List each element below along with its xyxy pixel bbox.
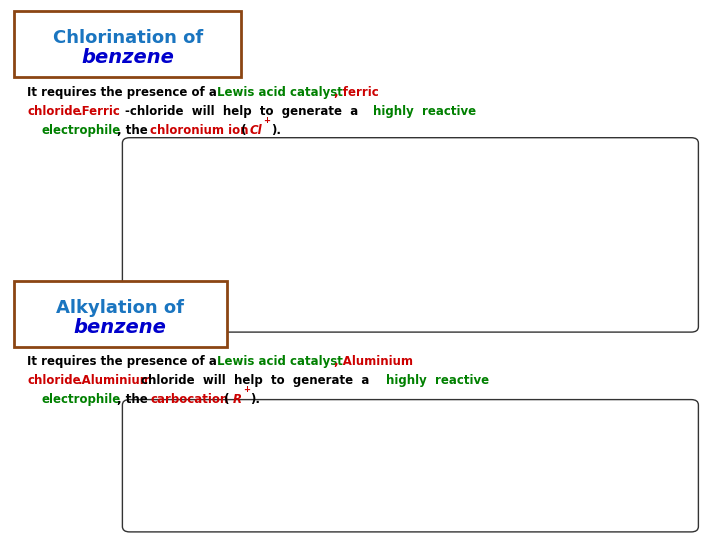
Text: , Aluminium: , Aluminium [334,355,413,368]
Text: , the: , the [117,124,151,137]
Text: Ferric chloride: Ferric chloride [251,225,320,235]
Text: (: ( [237,124,246,137]
Text: , the: , the [117,393,151,406]
Text: electrophile): electrophile) [384,249,446,259]
Text: 3: 3 [302,446,310,456]
Text: chloride: chloride [27,105,81,118]
Text: Carbocation: Carbocation [383,464,442,474]
Text: Cl :: Cl : [197,206,219,219]
Text: It requires the presence of a: It requires the presence of a [27,355,221,368]
Text: -chloride  will  help  to  generate  a: -chloride will help to generate a [125,105,362,118]
Text: electrophile: electrophile [42,393,121,406]
Text: ··: ·· [204,218,211,227]
Text: Chlorination of: Chlorination of [53,29,203,47]
Text: (Lewis acid): (Lewis acid) [256,476,314,486]
Text: (Lewis acid): (Lewis acid) [256,238,314,247]
Text: R: R [233,393,241,406]
Text: Cl: Cl [163,206,176,219]
Text: –: – [179,444,185,457]
Text: R: R [408,440,417,453]
Text: Complex anion: Complex anion [482,464,555,474]
Text: (: ( [220,393,230,406]
Text: electrophile): electrophile) [382,486,443,496]
Text: .Aluminium: .Aluminium [78,374,153,387]
Text: Lewis acid catalyst: Lewis acid catalyst [217,355,343,368]
Text: ··: ·· [194,456,199,465]
Text: AlCl: AlCl [271,440,299,453]
Text: +: + [464,442,477,460]
Text: ··: ·· [167,218,173,227]
Text: highly  reactive: highly reactive [386,374,489,387]
Text: (highly reactive: (highly reactive [374,475,451,485]
Text: benzene: benzene [73,318,166,338]
Text: –: – [549,194,553,204]
Text: Chloronium ion: Chloronium ion [379,227,452,238]
Text: Cl :: Cl : [189,444,211,457]
Text: , ferric: , ferric [334,86,379,99]
Text: chloride  will  help  to  generate  a: chloride will help to generate a [141,374,374,387]
Text: Lewis acid catalyst: Lewis acid catalyst [217,86,343,99]
Text: 4: 4 [541,207,547,218]
Text: (highly reactive: (highly reactive [377,238,454,248]
Text: –: – [546,431,552,441]
Text: Complex anion: Complex anion [485,225,557,235]
Text: R: R [160,444,169,457]
Text: ).: ). [250,393,260,406]
Text: ··: ·· [413,214,418,225]
Text: chloronium ion: chloronium ion [150,124,249,137]
Text: Aluminium chloride: Aluminium chloride [238,464,333,474]
Text: +: + [429,192,436,201]
Text: –: – [186,206,192,219]
Text: benzene: benzene [82,48,174,68]
Text: +: + [236,442,250,460]
Text: +: + [243,386,250,394]
Text: +: + [236,204,250,221]
Text: ).: ). [271,124,281,137]
Text: electrophile: electrophile [42,124,121,137]
Text: chloride: chloride [27,374,81,387]
Text: It requires the presence of a: It requires the presence of a [27,86,221,99]
Text: Cl: Cl [249,124,262,137]
Text: 4: 4 [537,446,544,456]
Text: carbocation: carbocation [150,393,229,406]
Text: +: + [264,117,271,125]
Text: Alkylation of: Alkylation of [55,299,184,317]
Text: :Cl: :Cl [406,202,425,215]
Text: ··: ·· [413,193,418,202]
Text: 3: 3 [305,207,312,218]
Text: +: + [423,430,430,439]
Text: FeCl: FeCl [506,202,536,215]
Text: .Ferric: .Ferric [78,105,121,118]
Text: AlCl: AlCl [505,440,532,453]
Text: FeCL: FeCL [269,202,302,215]
Text: highly  reactive: highly reactive [373,105,476,118]
Text: +: + [464,204,477,221]
